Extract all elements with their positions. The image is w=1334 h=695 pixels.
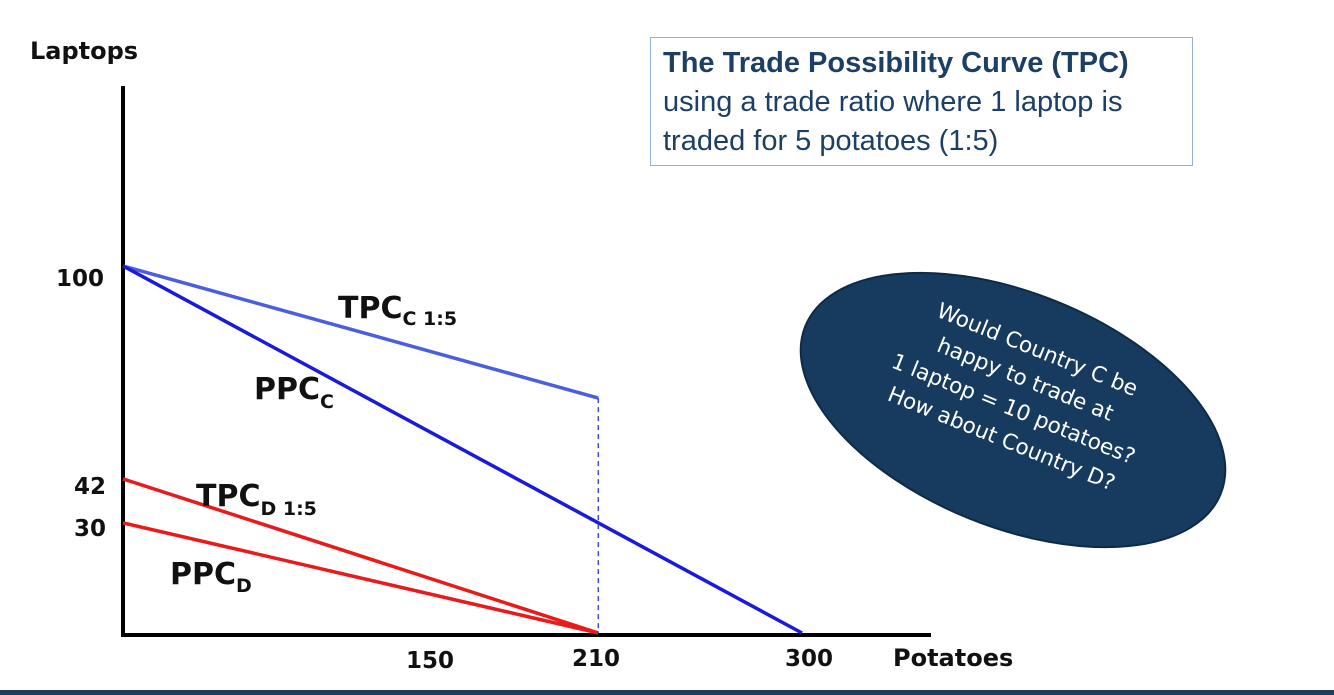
series-line-ppc-d: [122, 521, 599, 635]
y-tick-42: 42: [74, 474, 106, 500]
x-axis-label: Potatoes: [893, 644, 1013, 672]
chart-title-bold: The Trade Possibility Curve (TPC): [663, 47, 1129, 79]
y-axis-label: Laptops: [30, 37, 138, 65]
series-label-ppc-d: PPCD: [170, 557, 252, 597]
x-tick-300: 300: [785, 646, 833, 672]
series-line-tpc-c: [122, 264, 599, 400]
callout: Would Country C be happy to trade at 1 l…: [799, 271, 1227, 549]
callout-ellipse: [799, 271, 1227, 549]
series-label-ppc-c: PPCC: [254, 372, 334, 413]
x-tick-210: 210: [572, 646, 620, 672]
series-label-tpc-d: TPCD 1:5: [196, 479, 317, 520]
y-tick-30: 30: [74, 516, 106, 542]
y-tick-100: 100: [56, 266, 104, 292]
x-tick-150: 150: [406, 648, 454, 674]
chart-title: The Trade Possibility Curve (TPC) using …: [650, 37, 1193, 166]
series-line-tpc-d: [122, 477, 599, 635]
bottom-bar: [0, 690, 1334, 695]
chart-title-rest: using a trade ratio where 1 laptop is tr…: [663, 86, 1123, 157]
series-label-tpc-c: TPCC 1:5: [338, 291, 457, 330]
series-line-ppc-c: [122, 264, 803, 635]
